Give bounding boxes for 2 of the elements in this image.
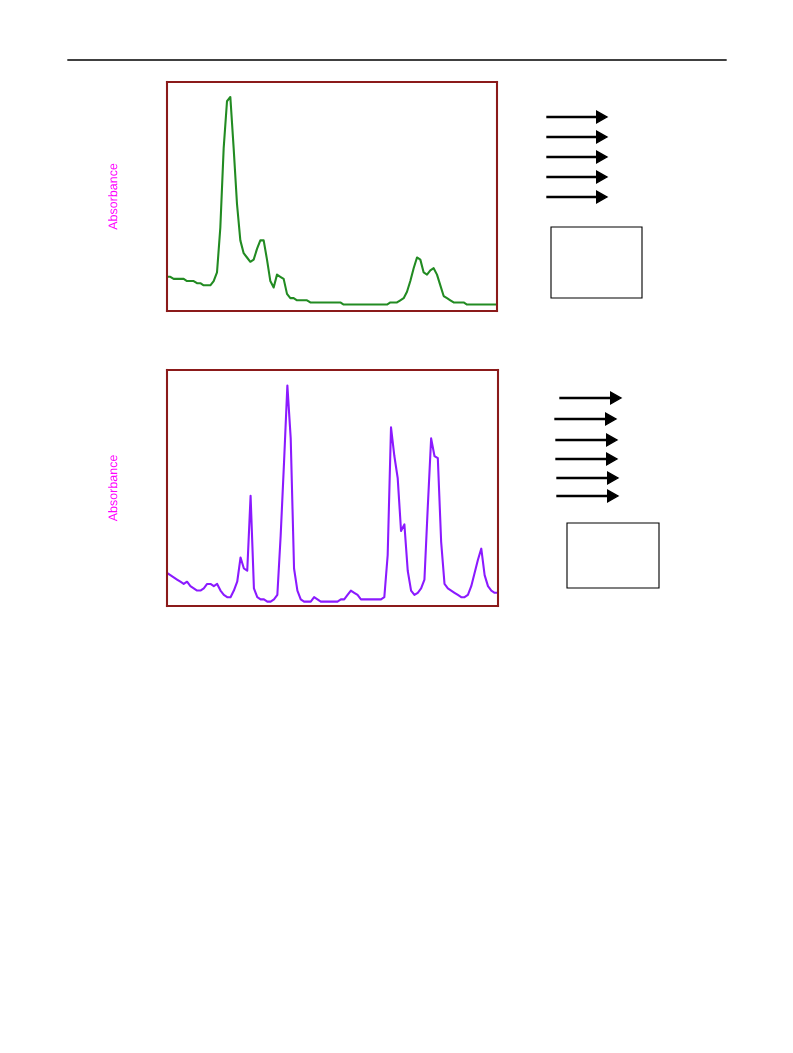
y-axis-title: Absorbance — [108, 163, 118, 230]
y-axis-title: Absorbance — [108, 455, 118, 522]
